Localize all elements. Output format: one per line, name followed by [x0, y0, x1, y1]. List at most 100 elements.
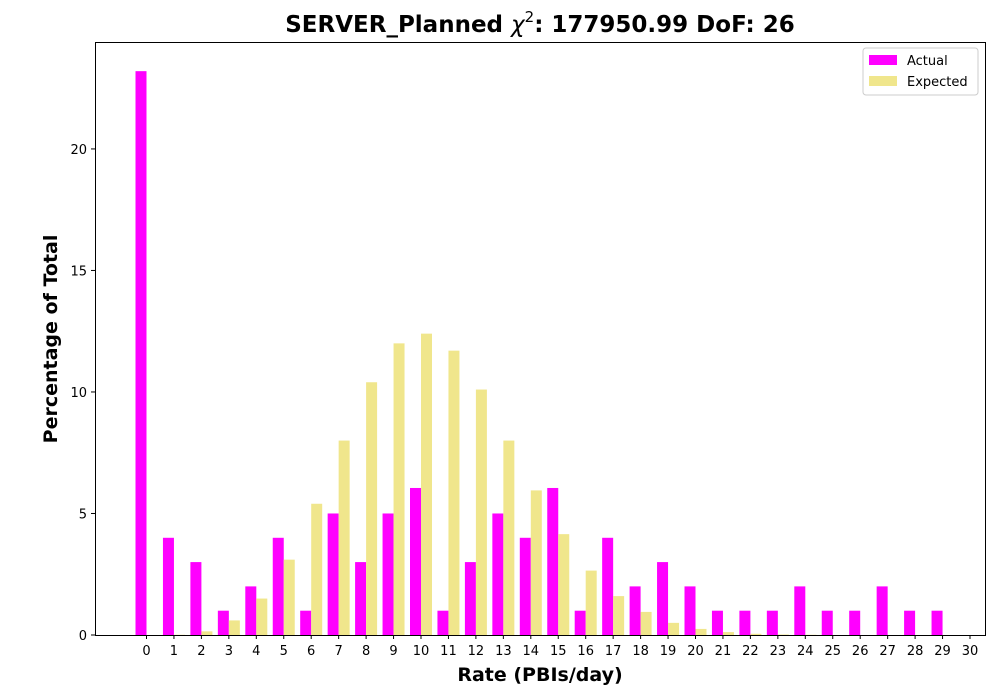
bar-actual-16: [574, 610, 586, 635]
legend-swatch-actual: [869, 55, 897, 65]
bar-expected-16: [585, 570, 597, 635]
y-ticks: 0 5 10 15 20: [70, 143, 95, 644]
bar-actual-23: [766, 610, 778, 635]
bars-layer: [135, 71, 943, 635]
bar-expected-10: [421, 333, 432, 635]
x-axis-label: Rate (PBIs/day): [457, 664, 622, 686]
x-tick-label-19: 19: [660, 644, 677, 659]
bar-expected-12: [475, 389, 487, 635]
y-tick-label-15: 15: [70, 264, 87, 279]
y-tick-label-10: 10: [70, 386, 87, 401]
bar-actual-27: [876, 586, 888, 635]
x-tick-label-7: 7: [335, 644, 343, 659]
x-tick-label-17: 17: [605, 644, 622, 659]
bar-expected-3: [228, 620, 240, 635]
bar-expected-6: [311, 503, 323, 635]
y-tick-label-20: 20: [70, 143, 87, 158]
y-tick-label-5: 5: [79, 507, 87, 522]
bar-expected-18: [640, 611, 652, 635]
bar-expected-20: [695, 628, 707, 635]
x-tick-label-18: 18: [632, 644, 649, 659]
x-tick-label-1: 1: [170, 644, 178, 659]
x-tick-label-16: 16: [577, 644, 594, 659]
bar-actual-17: [602, 537, 614, 635]
bar-actual-18: [629, 586, 641, 635]
bar-expected-9: [393, 343, 405, 635]
x-tick-label-10: 10: [413, 644, 430, 659]
bar-actual-3: [217, 610, 229, 635]
x-tick-label-24: 24: [797, 644, 814, 659]
chart-title-main: SERVER_Planned: [285, 12, 511, 38]
bar-actual-19: [657, 562, 669, 635]
bar-actual-10: [410, 487, 421, 635]
bar-expected-11: [448, 350, 460, 635]
bar-expected-21: [722, 632, 734, 635]
chart-title-chi: χ: [509, 12, 526, 38]
x-tick-label-11: 11: [440, 644, 457, 659]
plot-frame: [95, 42, 986, 636]
bar-actual-13: [492, 513, 504, 635]
x-tick-label-22: 22: [742, 644, 759, 659]
bar-actual-15: [547, 487, 559, 635]
x-tick-label-13: 13: [495, 644, 512, 659]
bar-actual-8: [355, 562, 367, 635]
x-tick-label-9: 9: [389, 644, 397, 659]
legend-label-actual: Actual: [907, 54, 948, 69]
x-tick-label-27: 27: [879, 644, 896, 659]
bar-expected-22: [750, 633, 762, 635]
x-tick-label-28: 28: [907, 644, 924, 659]
x-tick-label-30: 30: [962, 644, 979, 659]
x-tick-label-12: 12: [468, 644, 485, 659]
x-tick-label-20: 20: [687, 644, 704, 659]
bar-actual-21: [711, 610, 723, 635]
x-tick-label-5: 5: [280, 644, 288, 659]
bar-actual-25: [821, 610, 833, 635]
bar-actual-5: [272, 537, 284, 635]
bar-expected-14: [530, 490, 542, 635]
x-tick-label-4: 4: [252, 644, 260, 659]
bar-actual-12: [464, 562, 476, 635]
bar-expected-7: [338, 440, 350, 635]
bar-actual-4: [245, 586, 257, 635]
bar-actual-24: [794, 586, 806, 635]
x-tick-label-29: 29: [934, 644, 951, 659]
bar-expected-8: [366, 382, 378, 635]
bar-actual-6: [300, 610, 312, 635]
legend-label-expected: Expected: [907, 75, 968, 90]
bar-expected-5: [283, 559, 295, 635]
bar-expected-4: [256, 598, 268, 635]
bar-actual-28: [904, 610, 916, 635]
x-tick-label-3: 3: [225, 644, 233, 659]
bar-actual-20: [684, 586, 696, 635]
x-ticks: 0 1 2 3 4 5 6 7 8 9 10 11 12 13 14 15 16 17 18 19 20 21 22 23 24…: [142, 635, 978, 659]
x-tick-label-6: 6: [307, 644, 315, 659]
x-tick-label-21: 21: [715, 644, 732, 659]
y-axis-label: Percentage of Total: [40, 235, 62, 444]
x-tick-label-14: 14: [523, 644, 540, 659]
bar-actual-1: [162, 537, 174, 635]
x-tick-label-0: 0: [142, 644, 150, 659]
bar-actual-2: [190, 562, 202, 635]
bar-actual-9: [382, 513, 394, 635]
bar-expected-15: [558, 534, 570, 635]
bar-expected-17: [613, 596, 625, 635]
x-tick-label-26: 26: [852, 644, 869, 659]
chart-title-chi-exponent: 2: [525, 8, 535, 26]
bar-expected-19: [668, 622, 680, 635]
x-tick-label-25: 25: [824, 644, 841, 659]
chart-title: SERVER_Planned χ2: 177950.99 DoF: 26: [285, 8, 795, 38]
bar-actual-29: [931, 610, 943, 635]
legend: Actual Expected: [862, 47, 979, 96]
bar-actual-0: [135, 71, 147, 635]
bar-expected-13: [503, 440, 515, 635]
chart-title-rest: : 177950.99 DoF: 26: [534, 12, 795, 38]
x-tick-label-15: 15: [550, 644, 567, 659]
bar-actual-11: [437, 610, 449, 635]
x-tick-label-8: 8: [362, 644, 370, 659]
bar-actual-7: [327, 513, 339, 635]
bar-actual-14: [519, 537, 531, 635]
bar-actual-26: [849, 610, 861, 635]
legend-swatch-expected: [869, 76, 897, 86]
x-tick-label-23: 23: [770, 644, 787, 659]
